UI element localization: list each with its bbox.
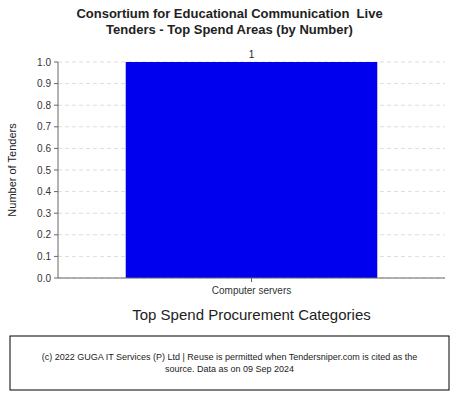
y-axis-line [58, 62, 59, 278]
tick-label: 0.1 [37, 251, 51, 262]
tick-mark [54, 191, 58, 192]
y-axis-label: Number of Tenders [6, 123, 18, 217]
data-labels: 1 [249, 49, 255, 60]
tick-mark [54, 62, 58, 63]
tick-label: 0.7 [37, 121, 51, 132]
x-axis: Computer servers [58, 278, 445, 296]
bar [126, 62, 378, 278]
grid-line [58, 278, 445, 279]
tick-mark [54, 170, 58, 171]
tick-mark [54, 105, 58, 106]
tick-label: 0.9 [37, 78, 51, 89]
chart: Consortium for Educational Communication… [0, 0, 459, 400]
tick-mark [54, 234, 58, 235]
tick-label: Computer servers [212, 285, 291, 296]
data-label: 1 [249, 49, 255, 60]
tick-label: 0.5 [37, 165, 51, 176]
tick-mark [54, 148, 58, 149]
tick-label: 1.0 [37, 57, 51, 68]
grid [58, 62, 445, 278]
tick-mark [54, 213, 58, 214]
x-axis-label: Top Spend Procurement Categories [132, 306, 370, 323]
tick-label: 0.0 [37, 273, 51, 284]
tick-mark [251, 278, 252, 282]
tick-label: 0.4 [37, 186, 51, 197]
tick-mark [54, 83, 58, 84]
footnote-box [10, 336, 449, 390]
title: Consortium for Educational Communication… [76, 6, 382, 37]
tick-label: 0.3 [37, 208, 51, 219]
tick-mark [54, 278, 58, 279]
bars [126, 62, 378, 278]
tick-mark [54, 126, 58, 127]
tick-label: 0.2 [37, 229, 51, 240]
tick-label: 0.8 [37, 100, 51, 111]
tick-mark [54, 256, 58, 257]
x-axis-line [58, 278, 445, 279]
footnote: (c) 2022 GUGA IT Services (P) Ltd | Reus… [42, 352, 418, 374]
y-axis: 0.0 0.1 0.2 0.3 0.4 0.5 0.6 0.7 0.8 0.9 1.0 [37, 57, 58, 284]
tick-label: 0.6 [37, 143, 51, 154]
